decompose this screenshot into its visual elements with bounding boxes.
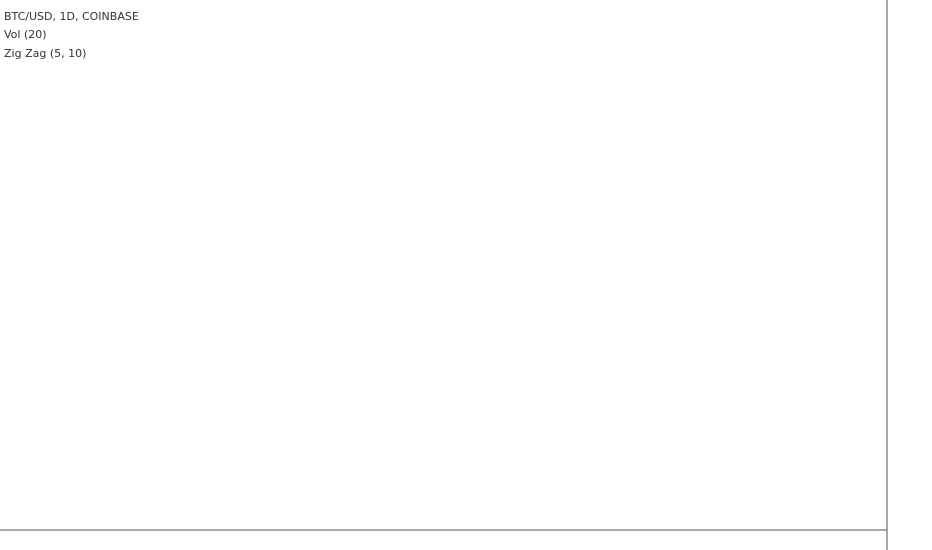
legend-zigzag: Zig Zag (5, 10): [4, 47, 86, 60]
legend-volume: Vol (20): [4, 28, 47, 41]
legend-symbol: BTC/USD, 1D, COINBASE: [4, 10, 139, 23]
